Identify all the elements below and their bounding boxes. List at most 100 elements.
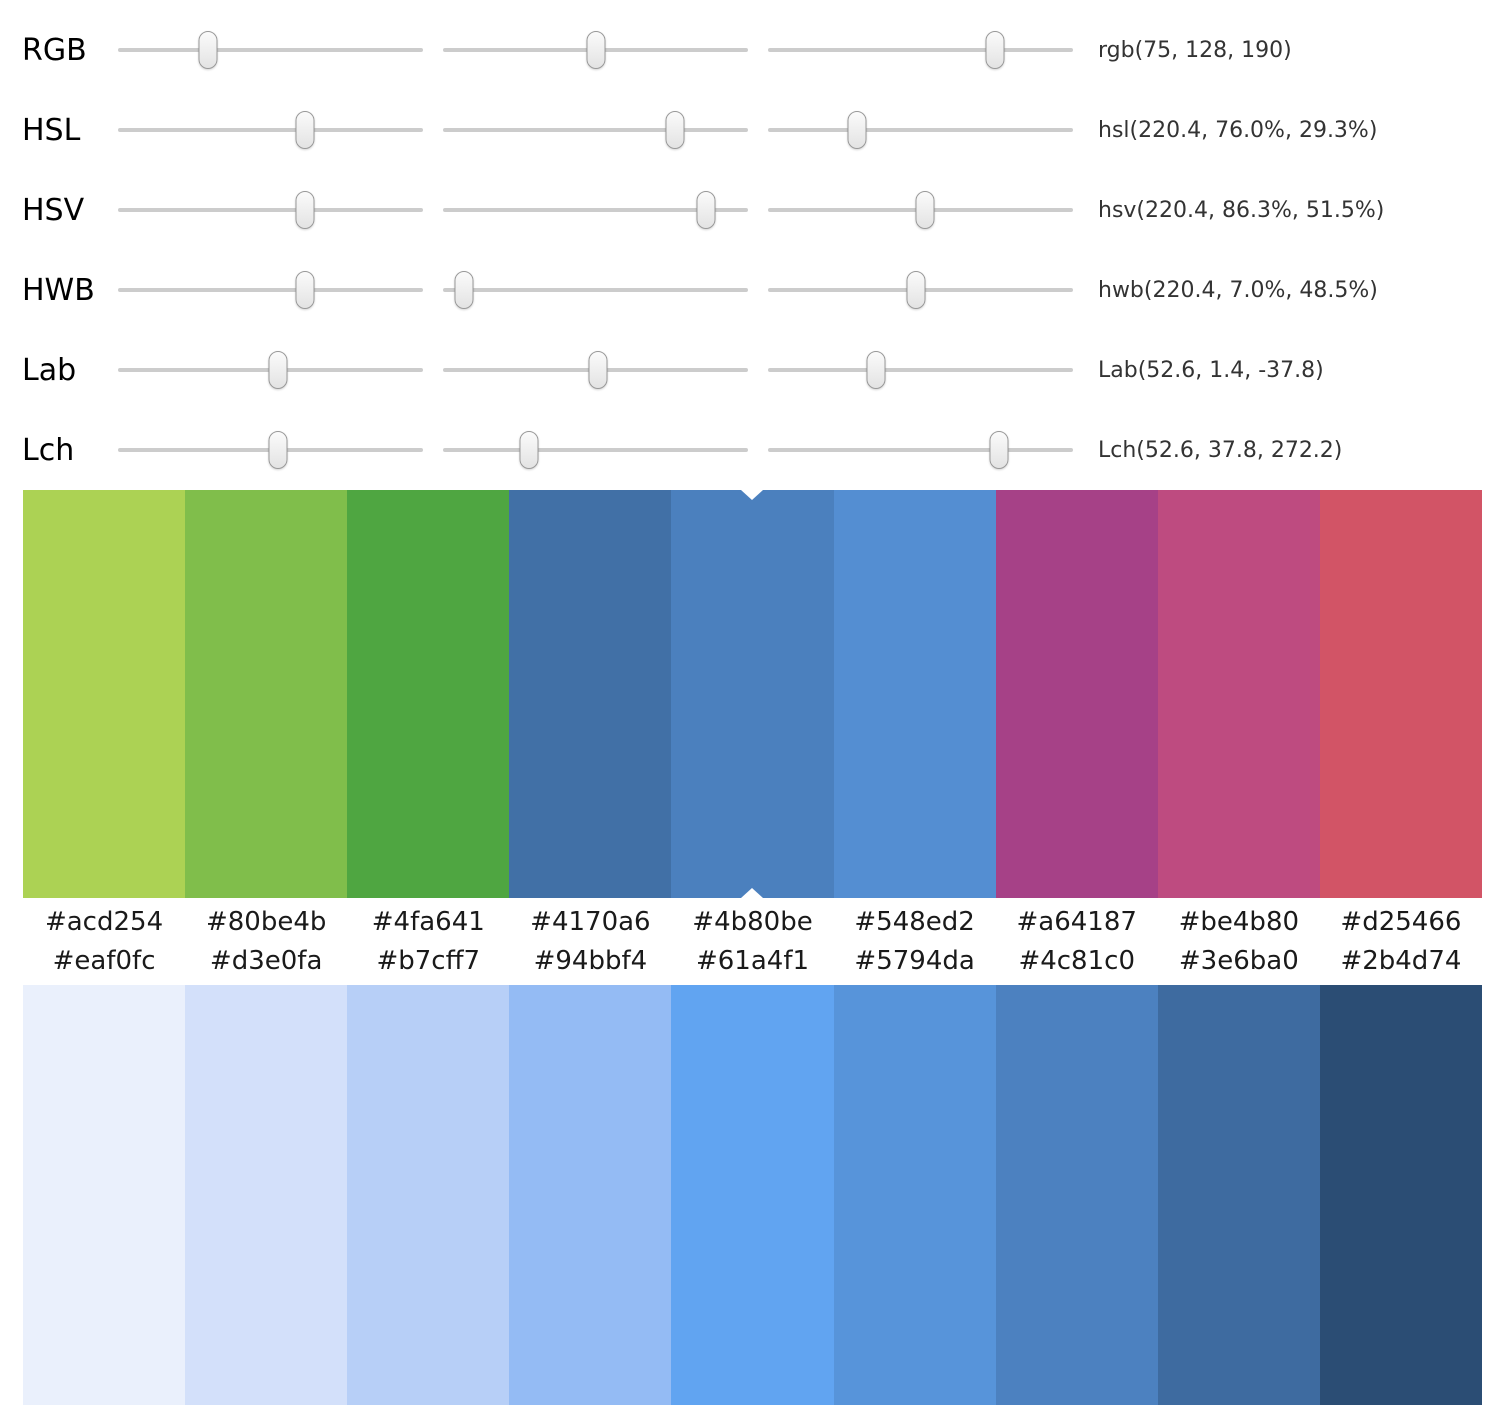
slider-thumb[interactable] <box>295 191 315 229</box>
slider-row-hsl: HSL hsl(220.4, 76.0%, 29.3%) <box>0 90 1501 170</box>
slider-tracks <box>118 350 1073 390</box>
slider-value-text: hsl(220.4, 76.0%, 29.3%) <box>1098 117 1378 143</box>
slider-tracks <box>118 270 1073 310</box>
slider-track-3[interactable] <box>768 430 1073 470</box>
slider-thumb[interactable] <box>268 351 288 389</box>
slider-thumb[interactable] <box>586 31 606 69</box>
slider-thumb[interactable] <box>989 431 1009 469</box>
slider-thumb[interactable] <box>198 31 218 69</box>
slider-row-rgb: RGB rgb(75, 128, 190) <box>0 10 1501 90</box>
slider-thumb[interactable] <box>295 271 315 309</box>
swatch-hex-label: #be4b80 <box>1178 907 1300 937</box>
slider-track-3[interactable] <box>768 110 1073 150</box>
slider-track-1[interactable] <box>118 110 423 150</box>
color-slider-section: RGB rgb(75, 128, 190) HSL hsl(220.4, 76.0%,… <box>0 0 1501 490</box>
slider-row-lab: Lab Lab(52.6, 1.4, -37.8) <box>0 330 1501 410</box>
swatch-hex-label: #b7cff7 <box>376 946 481 976</box>
color-swatch[interactable] <box>509 490 672 898</box>
swatch-hex-label: #4fa641 <box>371 907 485 937</box>
swatch-hex-label: #5794da <box>854 946 975 976</box>
color-swatch[interactable] <box>1319 985 1482 1405</box>
slider-value-text: hwb(220.4, 7.0%, 48.5%) <box>1098 277 1378 303</box>
slider-thumb[interactable] <box>519 431 539 469</box>
slider-row-label: Lch <box>22 432 75 468</box>
slider-track-2[interactable] <box>443 430 748 470</box>
color-swatch[interactable] <box>1157 985 1320 1405</box>
swatch-hex-label: #a64187 <box>1016 907 1137 937</box>
swatch-hex-label: #4c81c0 <box>1018 946 1135 976</box>
slider-thumb[interactable] <box>906 271 926 309</box>
slider-thumb[interactable] <box>665 111 685 149</box>
slider-thumb[interactable] <box>915 191 935 229</box>
color-swatch[interactable] <box>671 985 834 1405</box>
color-swatch[interactable] <box>185 490 348 898</box>
slider-value-text: Lch(52.6, 37.8, 272.2) <box>1098 437 1343 463</box>
swatch-hex-label: #80be4b <box>205 907 327 937</box>
swatch-hex-label: #548ed2 <box>854 907 975 937</box>
slider-thumb[interactable] <box>696 191 716 229</box>
color-swatch[interactable] <box>995 985 1158 1405</box>
slider-row-label: RGB <box>22 32 87 68</box>
color-swatch[interactable] <box>23 985 186 1405</box>
slider-track-2[interactable] <box>443 350 748 390</box>
color-swatch[interactable] <box>347 490 510 898</box>
color-swatch[interactable] <box>833 985 996 1405</box>
swatch-hex-label: #d25466 <box>1340 907 1462 937</box>
color-swatch[interactable] <box>509 985 672 1405</box>
slider-track-2[interactable] <box>443 110 748 150</box>
color-swatch[interactable] <box>23 490 186 898</box>
swatch-hex-label: #3e6ba0 <box>1178 946 1299 976</box>
swatch-hex-label: #61a4f1 <box>695 946 810 976</box>
slider-row-hwb: HWB hwb(220.4, 7.0%, 48.5%) <box>0 250 1501 330</box>
slider-track-2[interactable] <box>443 30 748 70</box>
hue-palette-labels: #acd254 #80be4b #4fa641 #4170a6 #4b80be #548e… <box>23 898 1482 944</box>
slider-track-1[interactable] <box>118 270 423 310</box>
swatch-hex-label: #4b80be <box>692 907 813 937</box>
swatch-hex-label: #2b4d74 <box>1340 946 1462 976</box>
slider-track-3[interactable] <box>768 270 1073 310</box>
slider-row-hsv: HSV hsv(220.4, 86.3%, 51.5%) <box>0 170 1501 250</box>
slider-thumb[interactable] <box>454 271 474 309</box>
slider-track-1[interactable] <box>118 30 423 70</box>
slider-track-2[interactable] <box>443 270 748 310</box>
slider-thumb[interactable] <box>588 351 608 389</box>
slider-row-label: HWB <box>22 272 95 308</box>
color-swatch-selected[interactable] <box>671 490 834 898</box>
swatch-hex-label: #94bbf4 <box>533 946 648 976</box>
color-swatch[interactable] <box>347 985 510 1405</box>
slider-thumb[interactable] <box>268 431 288 469</box>
slider-track-3[interactable] <box>768 350 1073 390</box>
slider-track-2[interactable] <box>443 190 748 230</box>
slider-thumb[interactable] <box>985 31 1005 69</box>
shade-palette-labels: #eaf0fc #d3e0fa #b7cff7 #94bbf4 #61a4f1 #5794… <box>23 944 1482 985</box>
slider-tracks <box>118 430 1073 470</box>
slider-value-text: rgb(75, 128, 190) <box>1098 37 1292 63</box>
slider-row-label: Lab <box>22 352 77 388</box>
slider-thumb[interactable] <box>847 111 867 149</box>
swatch-hex-label: #acd254 <box>44 907 164 937</box>
hue-palette <box>23 490 1482 898</box>
color-swatch[interactable] <box>995 490 1158 898</box>
slider-thumb[interactable] <box>295 111 315 149</box>
slider-track-3[interactable] <box>768 190 1073 230</box>
slider-row-lch: Lch Lch(52.6, 37.8, 272.2) <box>0 410 1501 490</box>
swatch-hex-label: #4170a6 <box>530 907 651 937</box>
slider-track-1[interactable] <box>118 190 423 230</box>
slider-tracks <box>118 190 1073 230</box>
slider-row-label: HSL <box>22 112 81 148</box>
color-swatch[interactable] <box>185 985 348 1405</box>
slider-track-1[interactable] <box>118 350 423 390</box>
slider-value-text: Lab(52.6, 1.4, -37.8) <box>1098 357 1324 383</box>
slider-track-1[interactable] <box>118 430 423 470</box>
color-swatch[interactable] <box>1157 490 1320 898</box>
slider-thumb[interactable] <box>866 351 886 389</box>
color-swatch[interactable] <box>833 490 996 898</box>
slider-track-3[interactable] <box>768 30 1073 70</box>
slider-value-text: hsv(220.4, 86.3%, 51.5%) <box>1098 197 1385 223</box>
color-swatch[interactable] <box>1319 490 1482 898</box>
shade-palette <box>23 985 1482 1405</box>
slider-tracks <box>118 30 1073 70</box>
swatch-hex-label: #d3e0fa <box>209 946 323 976</box>
slider-tracks <box>118 110 1073 150</box>
